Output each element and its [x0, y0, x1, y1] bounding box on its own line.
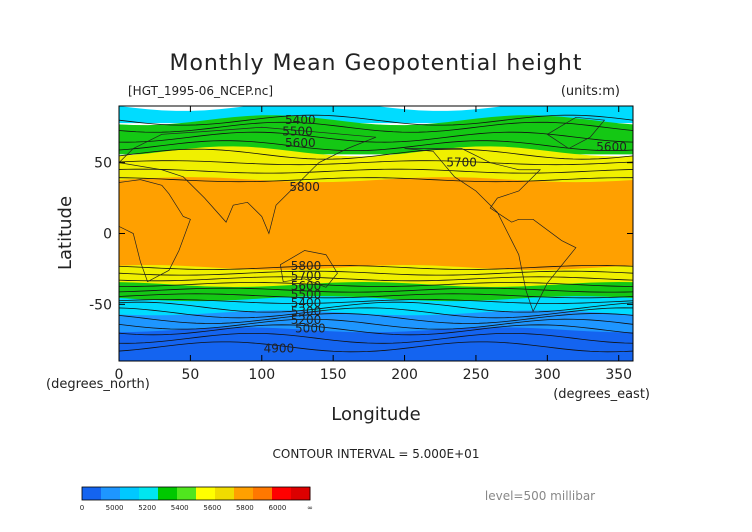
- zonal-band: [119, 265, 633, 288]
- contour-label: 5500: [282, 125, 313, 139]
- colorbar-tick-label: 0: [80, 504, 84, 512]
- contour-line: [119, 318, 633, 330]
- contour-line: [119, 307, 633, 319]
- contour-line: [119, 341, 633, 353]
- zonal-band: [119, 327, 633, 361]
- colorbar-tick-label: 5600: [203, 504, 221, 512]
- colorbar-segment: [158, 487, 178, 500]
- colorbar-tick-label: 5000: [106, 504, 124, 512]
- colorbar-segment: [253, 487, 273, 500]
- colorbar-segment: [291, 487, 311, 500]
- contour-label: 5200: [291, 313, 322, 327]
- x-tick-label: 150: [320, 367, 347, 383]
- x-axis-label: Longitude: [331, 404, 421, 425]
- x-tick-label: 300: [534, 367, 561, 383]
- y-tick-label: -50: [89, 297, 112, 313]
- coastline: [119, 179, 191, 283]
- contour-line: [119, 299, 633, 304]
- zonal-band: [119, 115, 633, 155]
- contour-line: [119, 148, 633, 160]
- units-label: (units:m): [561, 84, 620, 99]
- colorbar-segment: [215, 487, 235, 500]
- colorbar-segment: [139, 487, 159, 500]
- x-tick-label: 100: [248, 367, 275, 383]
- contour-label: 5800: [291, 259, 322, 273]
- colorbar-segment: [177, 487, 197, 500]
- contour-label: 5700: [446, 156, 477, 170]
- contour-line: [119, 276, 633, 282]
- colorbar-tick-label: 5800: [236, 504, 254, 512]
- coastline: [404, 148, 577, 313]
- zonal-band: [119, 296, 633, 316]
- x-tick-label: 200: [391, 367, 418, 383]
- contour-line: [119, 121, 633, 133]
- colorbar: [81, 486, 311, 501]
- coastline: [279, 250, 338, 288]
- contour-line: [119, 140, 633, 152]
- y-tick-label: 50: [94, 156, 112, 172]
- contour-label: 5600: [596, 140, 627, 154]
- contour-line: [119, 301, 633, 313]
- contour-line: [119, 168, 633, 174]
- contour-label: 5400: [285, 113, 316, 127]
- colorbar-segment: [120, 487, 140, 500]
- x-unit-label: (degrees_east): [553, 387, 650, 402]
- colorbar-tick-label: 6000: [269, 504, 287, 512]
- source-label: [HGT_1995-06_NCEP.nc]: [128, 84, 273, 98]
- contour-line: [119, 293, 633, 299]
- colorbar-tick-label: 5400: [171, 504, 189, 512]
- zonal-band: [119, 146, 633, 183]
- chart-title: Monthly Mean Geopotential height: [169, 51, 582, 76]
- contour-line: [119, 270, 633, 276]
- contour-line: [119, 313, 633, 324]
- y-axis-label: Latitude: [55, 196, 76, 270]
- colorbar-segment: [196, 487, 216, 500]
- x-tick-label: 50: [181, 367, 199, 383]
- colorbar-tick-label: ∞: [307, 504, 313, 512]
- contour-line: [119, 287, 633, 293]
- contour-line: [119, 114, 633, 126]
- contour-label: 4900: [264, 341, 295, 355]
- contour-line: [119, 265, 633, 270]
- colorbar-segment: [234, 487, 254, 500]
- contour-label: 5300: [291, 304, 322, 318]
- zonal-band: [119, 310, 633, 333]
- contour-line: [119, 177, 633, 183]
- contour-label: 5700: [291, 269, 322, 283]
- colorbar-frame: [81, 486, 311, 501]
- contour-label: 5800: [289, 180, 320, 194]
- zonal-band: [119, 177, 633, 271]
- x-tick-label: 0: [115, 367, 124, 383]
- colorbar-tick-label: 5200: [138, 504, 156, 512]
- contour-label: 5000: [295, 321, 326, 335]
- contour-line: [119, 324, 633, 336]
- contour-label: 5600: [285, 136, 316, 150]
- colorbar-segment: [272, 487, 292, 500]
- contour-line: [119, 160, 633, 166]
- plot-area: [119, 106, 633, 361]
- level-label: level=500 millibar: [485, 489, 595, 503]
- contour-interval-label: CONTOUR INTERVAL = 5.000E+01: [273, 447, 480, 461]
- coastline: [546, 116, 606, 149]
- x-tick-label: 350: [605, 367, 632, 383]
- contour-label: 5500: [291, 287, 322, 301]
- colorbar-segment: [82, 487, 102, 500]
- contour-line: [119, 332, 633, 344]
- x-tick-label: 250: [463, 367, 490, 383]
- contour-label: 5600: [291, 279, 322, 293]
- coastline: [119, 126, 377, 235]
- y-tick-label: 0: [103, 227, 112, 243]
- y-unit-label: (degrees_north): [46, 377, 150, 392]
- colorbar-segment: [101, 487, 121, 500]
- contour-label: 5400: [291, 296, 322, 310]
